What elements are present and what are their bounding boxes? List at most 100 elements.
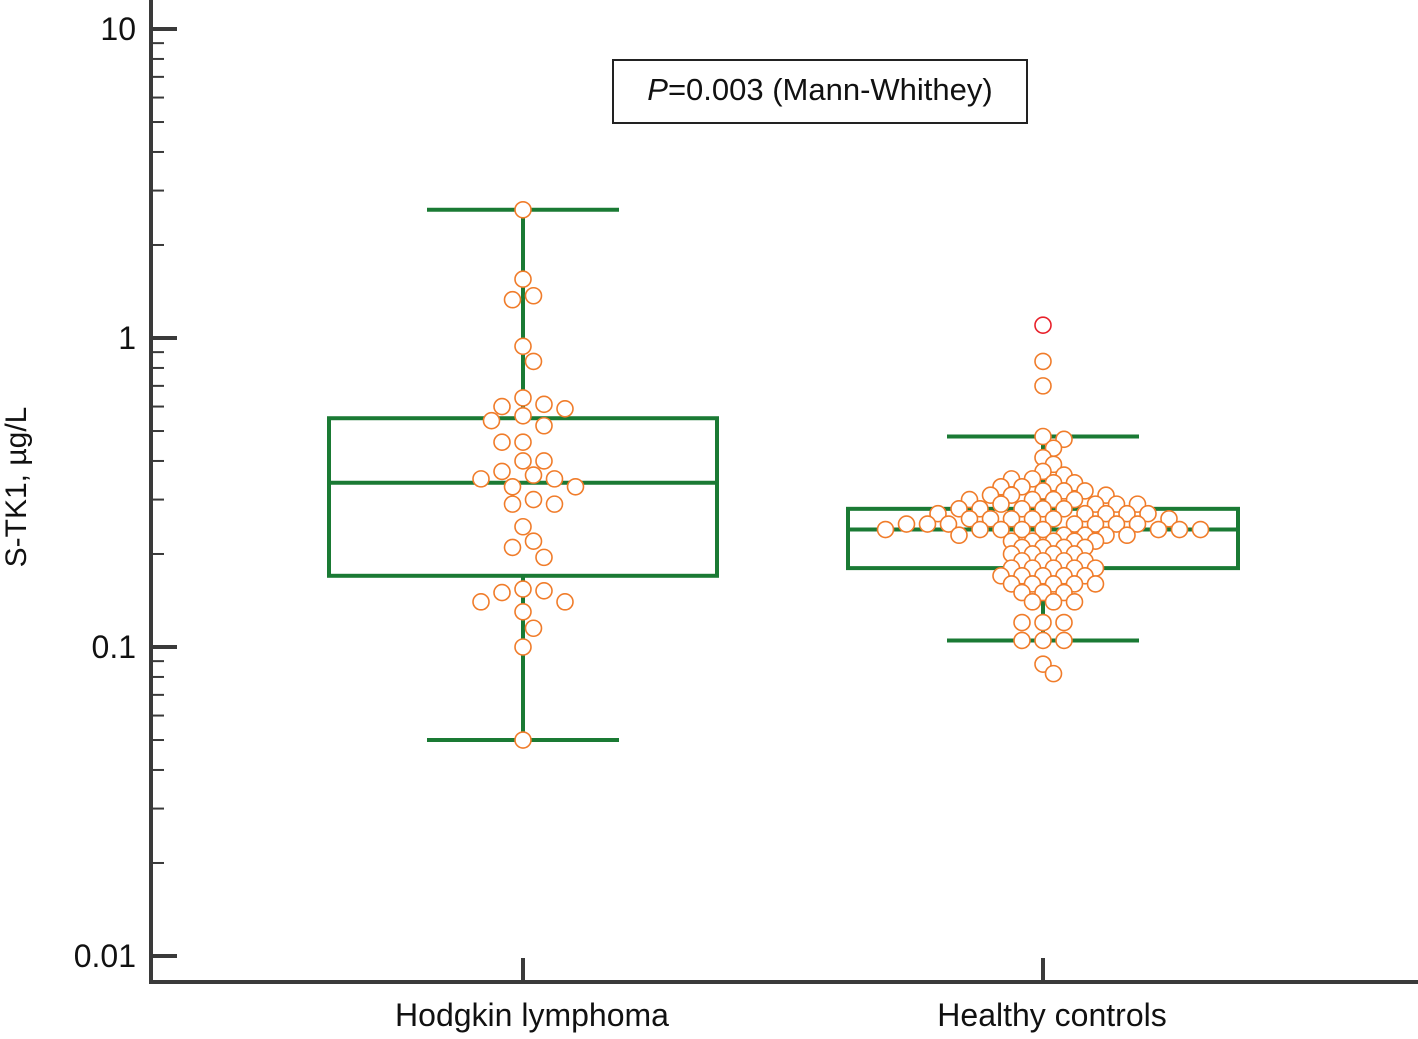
- p-value-annotation: P=0.003 (Mann-Whithey): [612, 59, 1028, 124]
- data-point: [566, 477, 585, 496]
- data-point: [524, 352, 543, 371]
- data-point: [1107, 515, 1126, 533]
- data-point: [503, 477, 522, 496]
- data-point: [514, 731, 532, 749]
- data-point: [897, 515, 916, 533]
- data-point: [1002, 509, 1021, 528]
- data-point: [960, 509, 979, 528]
- data-point: [514, 580, 532, 598]
- data-point: [514, 602, 532, 621]
- data-point: [545, 495, 564, 513]
- data-point: [535, 452, 553, 470]
- data-point: [1034, 500, 1052, 518]
- annotation-text: =0.003 (Mann-Whithey): [668, 72, 993, 107]
- data-point: [535, 395, 553, 414]
- data-point: [1023, 593, 1042, 611]
- data-point: [1034, 631, 1052, 650]
- boxes: [327, 207, 1240, 743]
- data-point: [1139, 504, 1157, 523]
- annotation-box: [612, 59, 1028, 124]
- data-point: [482, 411, 501, 430]
- data-point: [514, 270, 532, 288]
- data-point: [545, 470, 564, 488]
- data-point: [918, 515, 937, 533]
- y-axis-label: S-TK1, µg/L: [0, 407, 33, 568]
- data-point: [1191, 520, 1210, 539]
- data-point: [950, 526, 968, 545]
- data-point: [503, 495, 522, 513]
- data-point: [1055, 631, 1073, 650]
- data-point: [971, 500, 989, 518]
- data-point: [1044, 664, 1063, 683]
- data-point: [950, 500, 968, 518]
- data-point: [493, 462, 511, 481]
- data-point: [1034, 520, 1052, 539]
- x-tick-label: Hodgkin lymphoma: [395, 997, 669, 1033]
- y-tick-label: 0.01: [74, 938, 136, 974]
- data-point: [493, 397, 511, 416]
- annotation-p: P: [647, 72, 668, 107]
- data-point: [971, 520, 989, 539]
- data-point: [514, 337, 532, 356]
- data-point: [493, 433, 511, 452]
- outlier-point: [1034, 316, 1052, 335]
- data-point: [556, 593, 574, 611]
- data-point: [514, 200, 532, 219]
- axes: 10 1 0.1 0.01: [74, 0, 1418, 984]
- data-point: [876, 520, 895, 539]
- data-point: [535, 416, 553, 435]
- data-point: [1065, 515, 1084, 533]
- data-point: [514, 407, 532, 425]
- data-point: [1065, 593, 1084, 611]
- data-point: [524, 466, 543, 484]
- data-point: [1086, 515, 1105, 533]
- data-point: [1034, 352, 1052, 371]
- data-point: [1118, 504, 1136, 523]
- data-point: [493, 583, 511, 602]
- data-point: [981, 509, 1000, 528]
- data-point: [524, 490, 543, 509]
- data-point: [1128, 515, 1147, 533]
- data-point: [1118, 526, 1136, 545]
- y-tick-label: 0.1: [92, 629, 136, 665]
- data-point: [472, 470, 490, 488]
- data-point: [1097, 504, 1115, 523]
- data-point: [1034, 427, 1052, 446]
- data-point: [1034, 613, 1052, 632]
- data-point: [556, 400, 574, 418]
- data-point: [1013, 631, 1031, 650]
- data-point: [503, 290, 522, 309]
- data-point: [1013, 613, 1031, 632]
- data-point: [992, 495, 1010, 513]
- data-point: [1013, 520, 1031, 539]
- data-point: [514, 389, 532, 407]
- data-point: [992, 520, 1010, 539]
- data-point: [1160, 509, 1178, 528]
- data-point: [503, 538, 522, 557]
- data-point: [1170, 520, 1189, 539]
- data-point: [1044, 593, 1063, 611]
- data-point: [1023, 509, 1042, 528]
- data-point: [472, 593, 490, 611]
- data-point: [524, 619, 543, 638]
- data-point: [1055, 500, 1073, 518]
- data-point: [1013, 500, 1031, 518]
- y-tick-label: 10: [100, 11, 136, 47]
- data-point: [1086, 575, 1105, 593]
- data-point: [514, 638, 532, 656]
- data-point: [929, 504, 947, 523]
- points: [472, 200, 1210, 749]
- data-point: [535, 548, 553, 567]
- data-point: [514, 433, 532, 452]
- data-point: [1076, 504, 1094, 523]
- data-point: [1034, 377, 1052, 395]
- data-point: [524, 286, 543, 305]
- data-point: [535, 582, 553, 600]
- data-point: [514, 517, 532, 536]
- data-point: [1055, 613, 1073, 632]
- y-tick-label: 1: [118, 320, 136, 356]
- data-point: [514, 452, 532, 470]
- data-point: [524, 532, 543, 550]
- data-point: [1149, 520, 1168, 539]
